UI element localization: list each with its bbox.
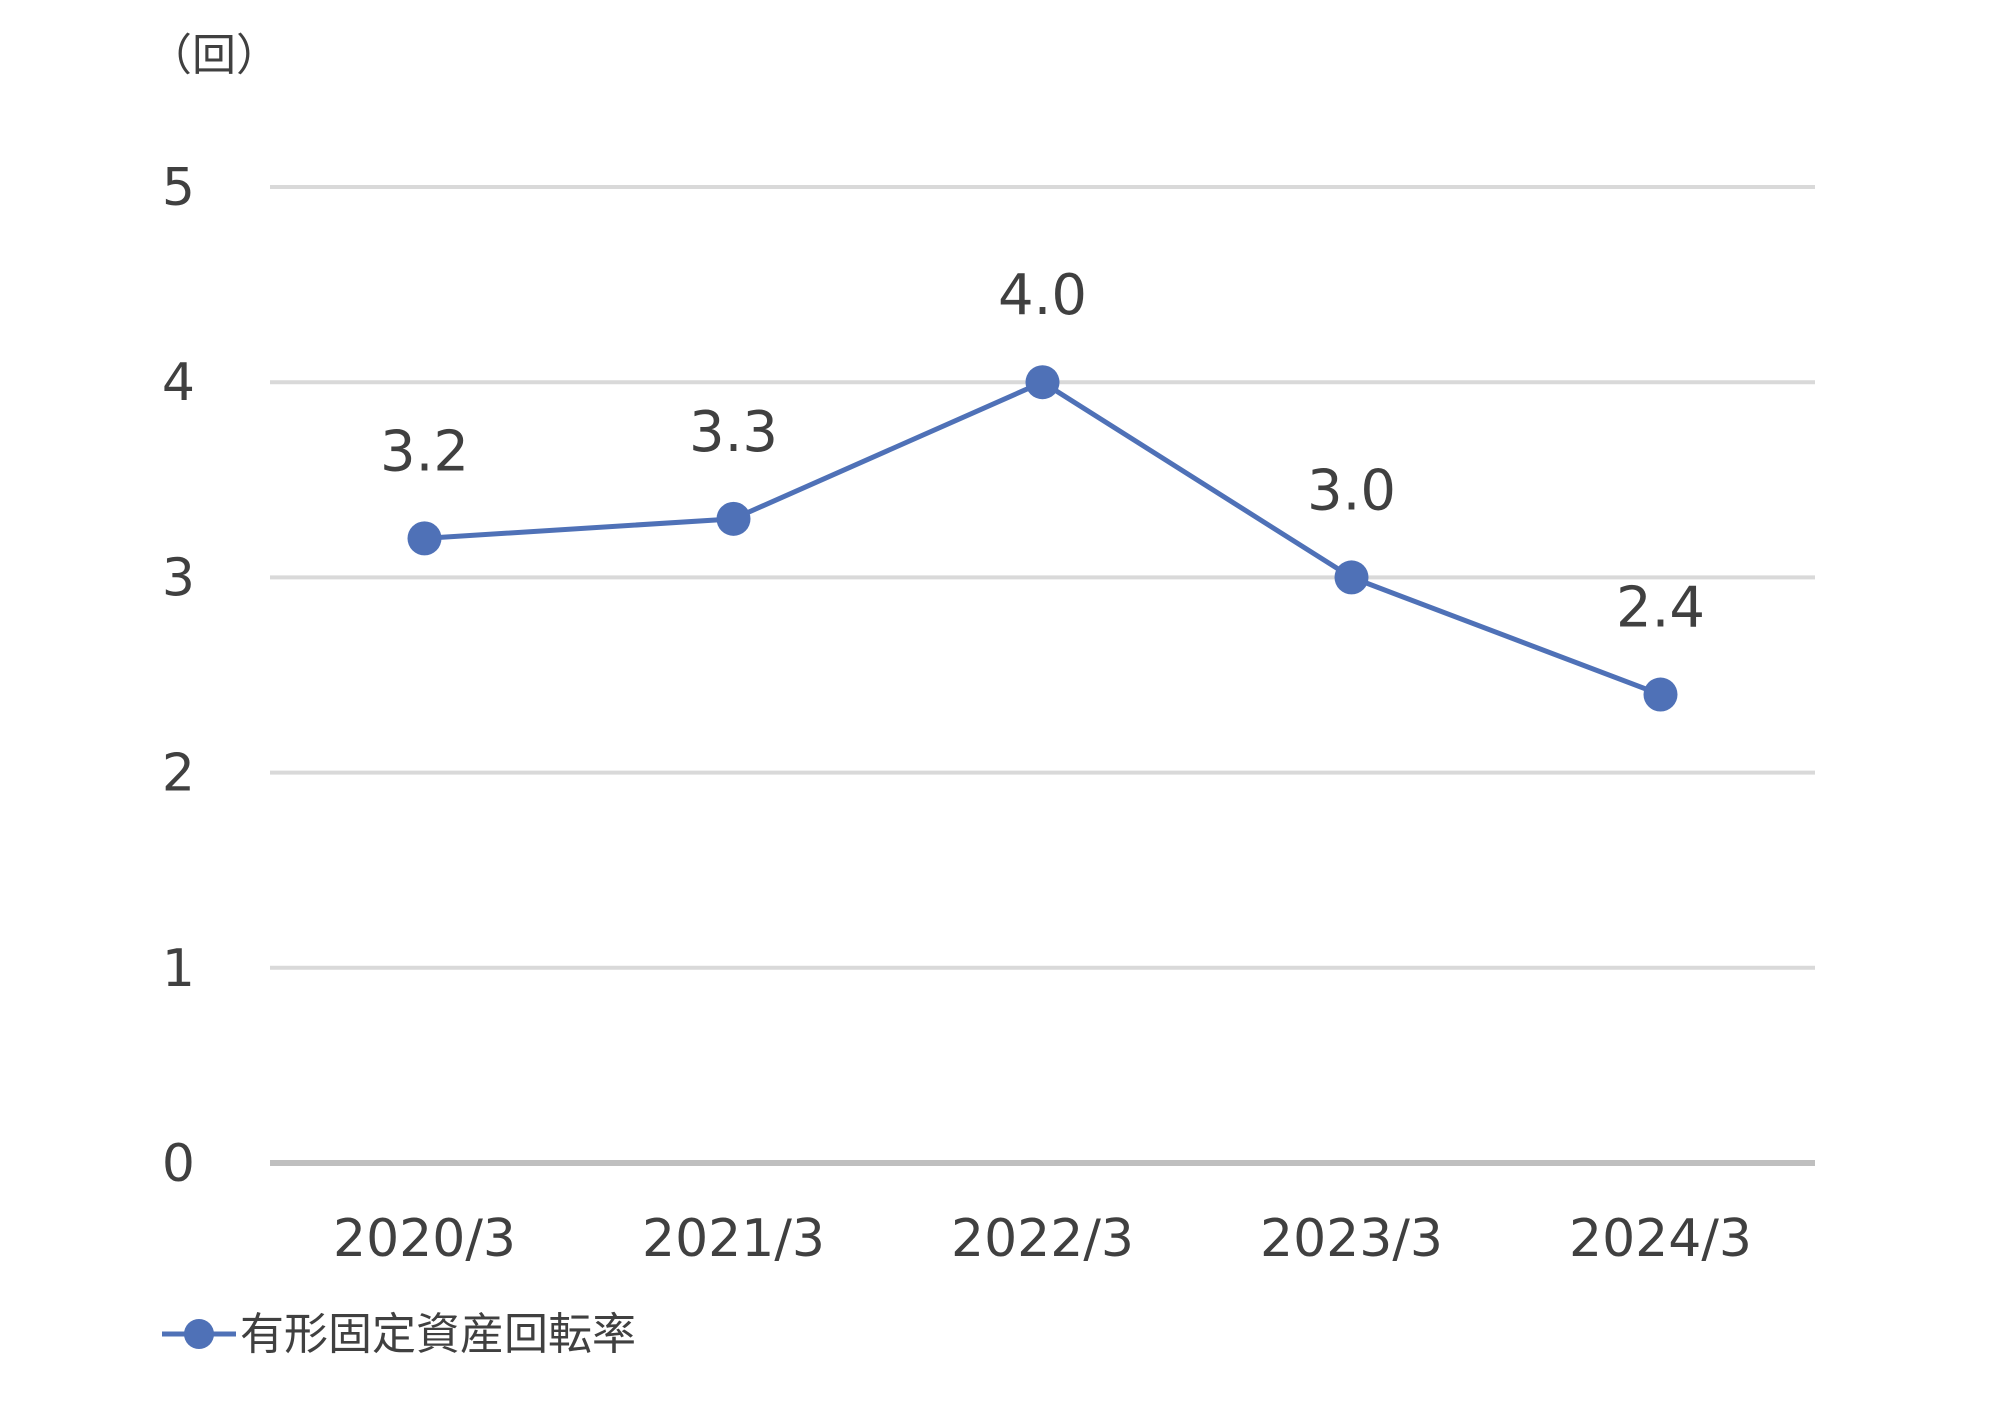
y-unit-label: （回） — [148, 30, 280, 81]
gridlines — [270, 185, 1815, 1166]
x-tick-label: 2023/3 — [1260, 1209, 1443, 1269]
y-tick-label: 1 — [162, 939, 195, 999]
x-tick-label: 2024/3 — [1569, 1209, 1752, 1269]
y-tick-label: 0 — [162, 1134, 195, 1194]
x-tick-label: 2020/3 — [333, 1209, 516, 1269]
data-label: 2.4 — [1616, 576, 1705, 641]
y-tick-label: 5 — [162, 158, 195, 218]
data-label: 3.0 — [1307, 458, 1396, 523]
data-label: 3.2 — [380, 419, 469, 484]
y-tick-label: 3 — [162, 548, 195, 608]
data-labels: 3.2 3.3 4.0 3.0 2.4 — [380, 263, 1705, 640]
y-axis-ticks: 0 1 2 3 4 5 — [162, 158, 195, 1194]
data-point — [407, 521, 442, 556]
legend-series-name: 有形固定資産回転率 — [240, 1309, 636, 1360]
data-point — [1643, 677, 1678, 712]
legend: 有形固定資産回転率 — [162, 1309, 636, 1360]
data-point — [716, 501, 751, 536]
y-tick-label: 4 — [162, 353, 195, 413]
data-point — [1025, 365, 1060, 400]
x-tick-label: 2021/3 — [642, 1209, 825, 1269]
series-line-group — [407, 365, 1678, 712]
x-axis-ticks: 2020/3 2021/3 2022/3 2023/3 2024/3 — [333, 1209, 1752, 1269]
data-point — [1334, 560, 1369, 595]
data-label: 3.3 — [689, 400, 778, 465]
legend-marker-icon — [184, 1319, 214, 1349]
x-tick-label: 2022/3 — [951, 1209, 1134, 1269]
data-label: 4.0 — [998, 263, 1087, 328]
series-line — [424, 379, 1662, 697]
y-tick-label: 2 — [162, 744, 195, 804]
